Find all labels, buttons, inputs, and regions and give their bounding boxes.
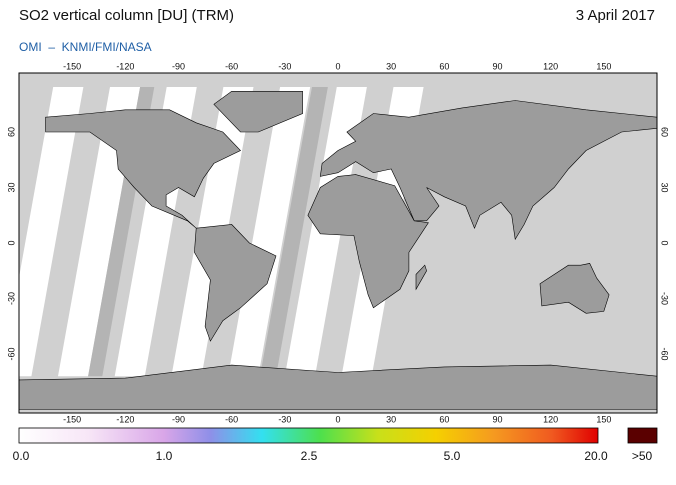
lat-tick-label: -30 [660,292,670,305]
lat-tick-label: 60 [6,127,16,137]
lon-tick-label: -150 [63,61,81,71]
colorbar-overflow [627,427,658,444]
subtitle: OMI – KNMI/FMI/NASA [19,40,152,54]
colorbar-label: 0.0 [13,449,30,463]
colorbar-label: 1.0 [156,449,173,463]
lon-tick-label: -60 [225,61,238,71]
colorbar-label: 2.5 [301,449,318,463]
colorbar-label: 5.0 [444,449,461,463]
lon-tick-label: 60 [439,414,449,424]
colorbar-label: >50 [632,449,653,463]
lat-tick-label: 30 [660,182,670,192]
lat-tick-label: -30 [6,292,16,305]
lon-tick-label: 60 [439,61,449,71]
map [19,73,657,413]
lon-tick-label: -150 [63,414,81,424]
lon-tick-label: 30 [386,414,396,424]
lat-tick-label: -60 [6,347,16,360]
land [307,174,429,309]
lat-tick-label: 60 [660,127,670,137]
orbit-swath [260,80,330,377]
title: SO2 vertical column [DU] (TRM) [19,7,234,24]
lon-tick-label: -90 [172,61,185,71]
lat-tick-label: 0 [6,240,16,245]
orbit-swath [228,80,312,377]
lon-tick-label: 150 [596,61,611,71]
land [194,224,277,342]
lon-tick-label: 150 [596,414,611,424]
lon-tick-label: 0 [335,61,340,71]
date: 3 April 2017 [576,7,655,24]
lat-tick-label: -60 [660,347,670,360]
colorbar-label: 20.0 [584,449,608,463]
land [19,364,657,410]
lon-tick-label: -60 [225,414,238,424]
lat-tick-label: 0 [660,240,670,245]
polar-band [19,73,657,87]
orbit-swath [19,80,85,377]
lon-tick-label: -30 [278,61,291,71]
colorbar [18,427,599,444]
lon-tick-label: 120 [543,61,558,71]
land [213,91,303,133]
lat-tick-label: 30 [6,182,16,192]
lon-tick-label: 120 [543,414,558,424]
lon-tick-label: 30 [386,61,396,71]
land [415,264,427,291]
lon-tick-label: -120 [116,414,134,424]
map-frame [18,72,658,414]
lon-tick-label: 90 [492,61,502,71]
land [319,100,657,241]
lon-tick-label: -30 [278,414,291,424]
lon-tick-label: 90 [492,414,502,424]
lon-tick-label: -90 [172,414,185,424]
lon-tick-label: -120 [116,61,134,71]
land [539,263,610,314]
land [45,109,242,229]
lon-tick-label: 0 [335,414,340,424]
